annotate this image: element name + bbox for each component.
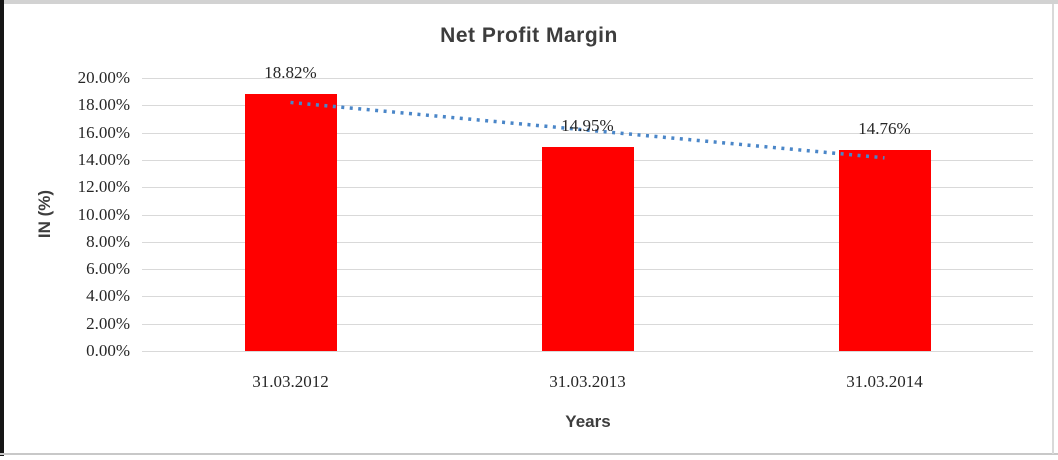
- bar-31.03.2014: [838, 149, 931, 351]
- plot-area: [142, 78, 1033, 352]
- y-tick-label: 20.00%: [77, 68, 130, 87]
- x-category-label: 31.03.2014: [846, 372, 923, 391]
- data-label: 14.76%: [858, 118, 911, 138]
- y-tick-label: 2.00%: [86, 313, 130, 333]
- y-tick-label: 8.00%: [86, 231, 130, 251]
- y-tick-label: 12.00%: [77, 177, 130, 197]
- window-top-border: [0, 0, 1058, 4]
- bar-31.03.2012: [244, 94, 337, 351]
- x-category-label: 31.03.2012: [252, 372, 329, 391]
- y-tick-label: 18.00%: [77, 95, 130, 115]
- y-tick-label: 6.00%: [86, 259, 130, 279]
- chart-title: Net Profit Margin: [440, 24, 618, 47]
- gridline: [142, 351, 1033, 352]
- y-tick-label: 4.00%: [86, 286, 130, 306]
- data-label: 14.95%: [561, 115, 614, 135]
- y-tick-label: 16.00%: [77, 122, 130, 142]
- gridline: [142, 78, 1033, 79]
- window-right-border: [1052, 4, 1054, 454]
- x-category-label: 31.03.2013: [549, 372, 626, 391]
- bar-31.03.2013: [541, 146, 634, 351]
- window-bottom-border: [0, 453, 1058, 455]
- x-axis-title: Years: [565, 412, 611, 431]
- y-tick-label: 14.00%: [77, 149, 130, 169]
- data-label: 18.82%: [264, 63, 317, 83]
- window-left-border: [0, 0, 4, 456]
- y-tick-label: 10.00%: [77, 204, 130, 224]
- y-tick-label: 0.00%: [86, 341, 130, 360]
